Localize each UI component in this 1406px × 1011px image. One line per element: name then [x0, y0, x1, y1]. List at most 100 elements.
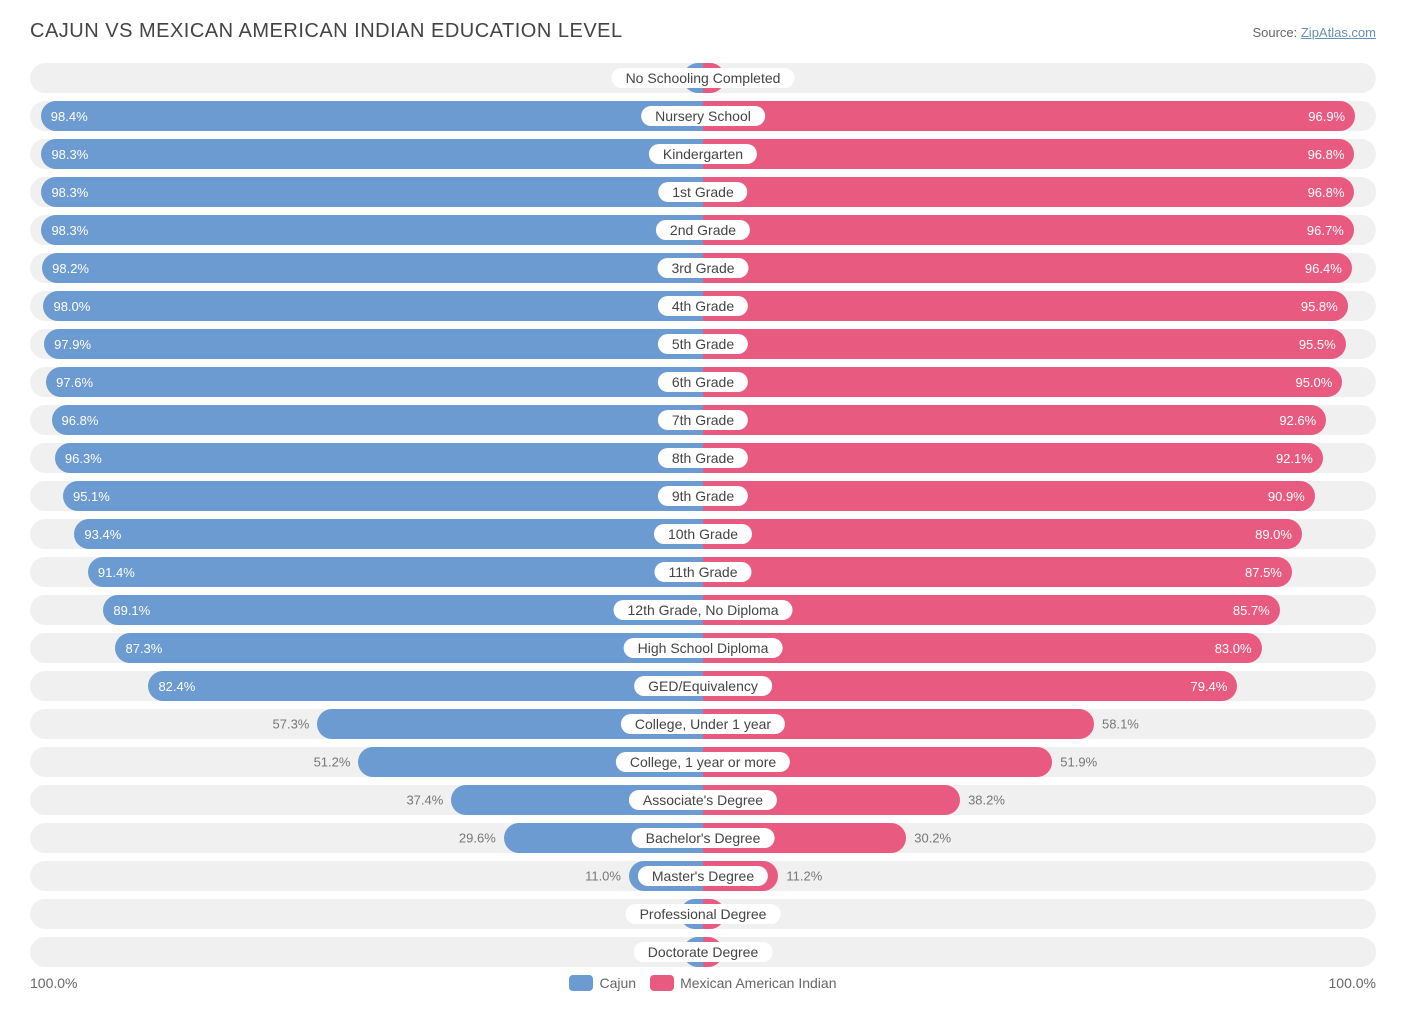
chart-row: 29.6% 30.2% Bachelor's Degree: [30, 823, 1376, 853]
bar-left: 98.3%: [41, 177, 703, 207]
bar-left: 82.4%: [148, 671, 703, 701]
bar-right: 83.0%: [703, 633, 1262, 663]
bar-right-value: 51.9%: [1060, 755, 1097, 770]
bar-right: 87.5%: [703, 557, 1292, 587]
row-label: 4th Grade: [658, 296, 748, 316]
diverging-bar-chart: 1.7%3.2%No Schooling Completed 98.4%96.9%…: [30, 63, 1376, 967]
chart-row: 1.7%3.2%No Schooling Completed: [30, 63, 1376, 93]
bar-left: 98.3%: [41, 139, 703, 169]
row-label: 2nd Grade: [656, 220, 750, 240]
legend: Cajun Mexican American Indian: [569, 975, 836, 991]
legend-swatch-right: [650, 975, 674, 991]
row-label: College, Under 1 year: [621, 714, 785, 734]
chart-row: 51.2% 51.9% College, 1 year or more: [30, 747, 1376, 777]
chart-row: 89.1%85.7%12th Grade, No Diploma: [30, 595, 1376, 625]
bar-left-value: 37.4%: [406, 793, 443, 808]
row-label: Associate's Degree: [629, 790, 777, 810]
chart-footer: 100.0% Cajun Mexican American Indian 100…: [30, 975, 1376, 991]
bar-left: 98.3%: [41, 215, 703, 245]
row-label: 3rd Grade: [657, 258, 748, 278]
chart-row: 98.3%96.8%Kindergarten: [30, 139, 1376, 169]
bar-right: 95.5%: [703, 329, 1346, 359]
chart-row: 98.3%96.7%2nd Grade: [30, 215, 1376, 245]
bar-left: 95.1%: [63, 481, 703, 511]
left-axis-max: 100.0%: [30, 975, 77, 991]
legend-label-right: Mexican American Indian: [680, 975, 836, 991]
bar-left-value: 57.3%: [273, 717, 310, 732]
bar-left: 93.4%: [74, 519, 703, 549]
chart-row: 98.3%96.8%1st Grade: [30, 177, 1376, 207]
bar-left: 97.6%: [46, 367, 703, 397]
right-axis-max: 100.0%: [1329, 975, 1376, 991]
row-label: Master's Degree: [638, 866, 768, 886]
bar-right-value: 30.2%: [914, 831, 951, 846]
row-label: 1st Grade: [658, 182, 747, 202]
row-label: Doctorate Degree: [634, 942, 773, 962]
row-label: 6th Grade: [658, 372, 748, 392]
source-prefix: Source:: [1252, 25, 1300, 40]
chart-row: 97.6%95.0%6th Grade: [30, 367, 1376, 397]
chart-row: 37.4% 38.2% Associate's Degree: [30, 785, 1376, 815]
chart-row: 95.1%90.9%9th Grade: [30, 481, 1376, 511]
bar-left-value: 11.0%: [585, 869, 621, 884]
bar-right: 96.9%: [703, 101, 1355, 131]
row-label: 5th Grade: [658, 334, 748, 354]
row-label: Nursery School: [641, 106, 765, 126]
bar-left: 98.2%: [42, 253, 703, 283]
bar-right: 89.0%: [703, 519, 1302, 549]
bar-left: 87.3%: [115, 633, 703, 663]
row-label: No Schooling Completed: [612, 68, 795, 88]
chart-header: CAJUN VS MEXICAN AMERICAN INDIAN EDUCATI…: [30, 20, 1376, 43]
row-label: Kindergarten: [649, 144, 757, 164]
legend-item-left: Cajun: [569, 975, 636, 991]
row-label: Bachelor's Degree: [632, 828, 775, 848]
row-label: High School Diploma: [624, 638, 783, 658]
bar-left-value: 29.6%: [459, 831, 496, 846]
chart-row: 82.4%79.4%GED/Equivalency: [30, 671, 1376, 701]
bar-right: 96.4%: [703, 253, 1352, 283]
row-label: 8th Grade: [658, 448, 748, 468]
bar-right: 79.4%: [703, 671, 1237, 701]
bar-left-value: 51.2%: [314, 755, 351, 770]
bar-right: 96.8%: [703, 139, 1354, 169]
chart-row: 93.4%89.0%10th Grade: [30, 519, 1376, 549]
row-label: 10th Grade: [654, 524, 752, 544]
chart-row: 57.3% 58.1% College, Under 1 year: [30, 709, 1376, 739]
row-label: 9th Grade: [658, 486, 748, 506]
chart-row: 97.9%95.5%5th Grade: [30, 329, 1376, 359]
legend-item-right: Mexican American Indian: [650, 975, 836, 991]
bar-right: 92.6%: [703, 405, 1326, 435]
chart-row: 1.5%1.4%Doctorate Degree: [30, 937, 1376, 967]
chart-row: 96.8%92.6%7th Grade: [30, 405, 1376, 435]
bar-right: 95.0%: [703, 367, 1342, 397]
bar-right: 90.9%: [703, 481, 1315, 511]
bar-right: 96.8%: [703, 177, 1354, 207]
bar-left: 91.4%: [88, 557, 703, 587]
bar-left: 96.8%: [52, 405, 703, 435]
bar-left: 97.9%: [44, 329, 703, 359]
bar-right-value: 58.1%: [1102, 717, 1139, 732]
legend-swatch-left: [569, 975, 593, 991]
legend-label-left: Cajun: [599, 975, 636, 991]
chart-row: 91.4%87.5%11th Grade: [30, 557, 1376, 587]
row-label: 7th Grade: [658, 410, 748, 430]
bar-right: 96.7%: [703, 215, 1354, 245]
chart-row: 98.0%95.8%4th Grade: [30, 291, 1376, 321]
bar-left: 96.3%: [55, 443, 703, 473]
source-link[interactable]: ZipAtlas.com: [1301, 25, 1376, 40]
row-label: Professional Degree: [626, 904, 781, 924]
bar-right: 95.8%: [703, 291, 1348, 321]
chart-row: 11.0%11.2%Master's Degree: [30, 861, 1376, 891]
bar-left: 98.0%: [43, 291, 703, 321]
row-label: 12th Grade, No Diploma: [614, 600, 793, 620]
row-label: GED/Equivalency: [634, 676, 772, 696]
chart-row: 98.4%96.9%Nursery School: [30, 101, 1376, 131]
row-label: 11th Grade: [654, 562, 751, 582]
chart-title: CAJUN VS MEXICAN AMERICAN INDIAN EDUCATI…: [30, 20, 623, 43]
bar-right-value: 38.2%: [968, 793, 1005, 808]
chart-row: 98.2%96.4%3rd Grade: [30, 253, 1376, 283]
bar-left: 98.4%: [41, 101, 703, 131]
bar-right: 92.1%: [703, 443, 1323, 473]
chart-row: 3.4%3.3%Professional Degree: [30, 899, 1376, 929]
row-label: College, 1 year or more: [616, 752, 790, 772]
